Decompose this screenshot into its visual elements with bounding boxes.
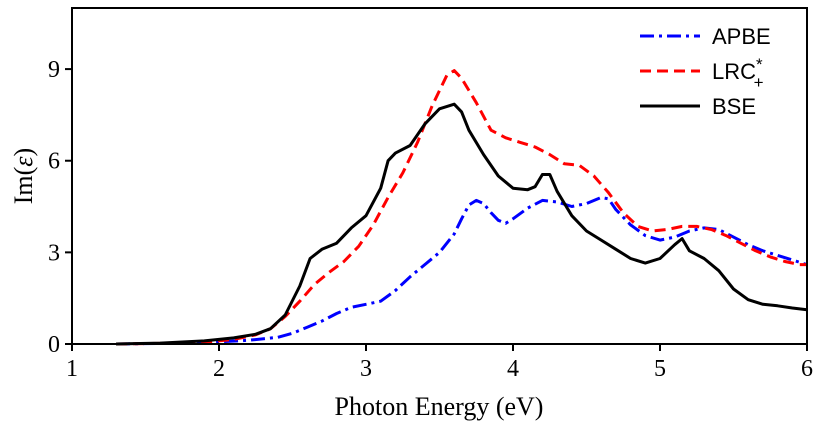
x-tick-label: 1 <box>66 356 78 382</box>
legend-label-lrc-sup: * <box>756 55 763 74</box>
series-line-lrc <box>116 69 807 346</box>
x-tick-label: 6 <box>801 356 813 382</box>
y-axis-title: Im(ε) <box>9 148 38 204</box>
ticks-layer: 1 2 3 4 5 6 0 3 6 9 <box>48 57 813 382</box>
x-tick-label: 2 <box>213 356 225 382</box>
legend-label-lrc-base: LRC <box>712 59 756 84</box>
y-tick-label: 3 <box>48 240 60 266</box>
legend-label-lrc-sub: + <box>754 73 764 92</box>
legend-label-lrc: LRC* + <box>712 55 764 92</box>
y-tick-label: 6 <box>48 149 60 175</box>
x-tick-label: 5 <box>654 356 666 382</box>
series-line-apbe <box>116 195 808 346</box>
series-layer <box>116 69 808 346</box>
legend-label-apbe: APBE <box>712 24 771 49</box>
y-tick-label: 9 <box>48 57 60 83</box>
plot-frame <box>71 7 808 345</box>
x-axis-title: Photon Energy (eV) <box>335 392 544 421</box>
y-axis-title-symbol: ε <box>9 156 38 167</box>
x-tick-label: 4 <box>507 356 519 382</box>
series-line-bse <box>116 102 808 346</box>
y-tick-label: 0 <box>48 332 60 358</box>
y-axis-title-suffix: ) <box>9 148 38 157</box>
legend-label-bse: BSE <box>712 94 756 119</box>
x-tick-label: 3 <box>360 356 372 382</box>
y-axis-title-prefix: Im( <box>9 167 38 205</box>
legend: APBE LRC* + BSE <box>640 24 771 119</box>
